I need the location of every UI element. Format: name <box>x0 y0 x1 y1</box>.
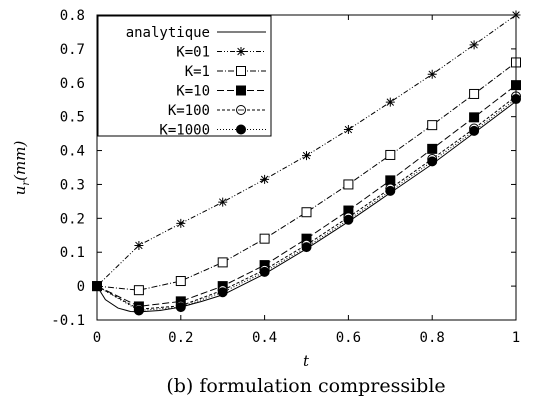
data-point <box>385 149 396 160</box>
data-point <box>302 151 311 161</box>
x-tick-label: 0.4 <box>252 330 277 346</box>
data-point <box>217 287 228 298</box>
y-tick-label: -0.1 <box>51 313 85 329</box>
data-point <box>343 214 354 225</box>
data-point <box>385 185 396 196</box>
data-point <box>259 233 270 244</box>
axes <box>96 14 517 321</box>
data-point <box>133 285 144 296</box>
series-line <box>96 95 517 310</box>
y-axis-label-main: u <box>11 186 29 196</box>
y-tick-label: 0.1 <box>60 245 85 261</box>
data-point <box>133 305 144 316</box>
data-point <box>469 88 480 99</box>
x-tick-label: 0.6 <box>336 330 361 346</box>
data-point <box>217 257 228 268</box>
data-point <box>259 266 270 277</box>
data-point <box>427 120 438 131</box>
data-point <box>427 69 437 79</box>
plot-area <box>92 10 521 316</box>
legend-entry: K=100 <box>168 103 266 119</box>
tick-labels: 0 0.2 0.4 0.6 0.8 1 -0.1 0 0.1 0.2 0.3 0.4 0.5 0.6 0.7… <box>51 8 520 346</box>
legend-entry: K=1000 <box>159 123 266 139</box>
legend-marker <box>236 85 246 96</box>
legend-label: K=1 <box>185 64 210 80</box>
series-line <box>96 101 517 313</box>
data-point <box>469 125 480 136</box>
legend-label: K=100 <box>168 103 210 119</box>
legend-label: K=10 <box>176 84 210 100</box>
y-tick-label: 0.8 <box>60 8 85 24</box>
y-axis-label: ur(mm) <box>11 141 32 196</box>
legend-entry: K=10 <box>176 84 266 100</box>
legend-marker <box>236 66 246 76</box>
data-point <box>427 156 438 167</box>
y-tick-label: 0.2 <box>60 211 85 227</box>
data-point <box>175 302 186 313</box>
x-tick-label: 0.2 <box>168 330 193 346</box>
data-point <box>469 112 480 123</box>
series-analytique <box>96 101 517 313</box>
x-tick-label: 1 <box>512 330 520 346</box>
legend-marker <box>236 47 246 56</box>
data-point <box>175 276 186 287</box>
series-line <box>96 84 517 307</box>
x-tick-label: 0.8 <box>420 330 445 346</box>
x-tick-label: 0 <box>93 330 101 346</box>
figure-caption: (b) formulation compressible <box>166 375 445 397</box>
series-line <box>96 98 517 312</box>
legend-entry: K=01 <box>176 45 266 61</box>
y-tick-label: 0.6 <box>60 76 85 92</box>
data-point <box>176 218 186 228</box>
y-axis-label-sub: r <box>21 180 32 186</box>
plot-frame <box>96 14 517 321</box>
data-point <box>301 242 312 253</box>
series-K=01 <box>92 10 521 291</box>
legend-marker <box>236 124 246 135</box>
y-tick-label: 0 <box>77 279 85 295</box>
legend-entry: analytique <box>126 25 266 41</box>
data-point <box>260 174 270 184</box>
data-point <box>301 207 312 218</box>
legend-label: K=1000 <box>159 123 210 139</box>
series-K=1 <box>92 57 521 296</box>
y-axis-label-unit: (mm) <box>11 141 29 181</box>
data-point <box>343 179 354 190</box>
x-axis-label: t <box>303 352 310 370</box>
y-tick-label: 0.4 <box>60 144 85 160</box>
legend-label: K=01 <box>176 45 210 61</box>
data-point <box>218 197 228 207</box>
data-point <box>469 40 479 50</box>
legend-entry: K=1 <box>185 64 266 80</box>
legend-marker <box>236 105 246 115</box>
y-tick-label: 0.5 <box>60 110 85 126</box>
data-point <box>134 240 144 250</box>
data-point <box>385 97 395 107</box>
data-point <box>343 125 353 135</box>
y-tick-label: 0.7 <box>60 42 85 58</box>
legend-label: analytique <box>126 25 210 41</box>
legend: analytique K=01 K=1 K=10 K=100 K=1000 <box>97 15 272 139</box>
y-tick-label: 0.3 <box>60 177 85 193</box>
data-point <box>427 143 438 154</box>
